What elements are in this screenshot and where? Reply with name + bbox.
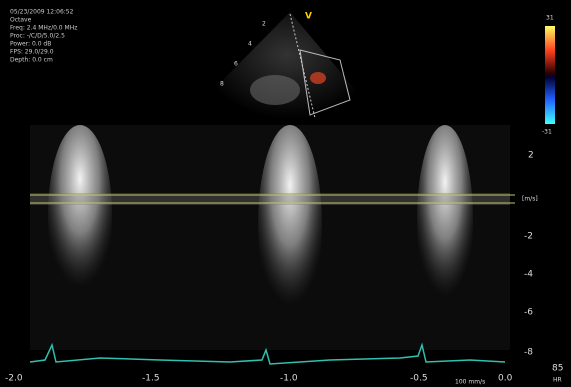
depth-mark: 2 [262,21,266,28]
velocity-label: 2 [528,151,534,161]
time-label: 0.0 [498,374,513,384]
probe-mark: V [305,12,312,22]
color-bar-max: 31 [546,15,554,22]
tissue [250,75,300,105]
depth-mark: 6 [234,61,238,68]
time-label: -1.0 [280,374,298,384]
color-flow [310,72,326,84]
flow-envelope [258,125,322,325]
heart-rate: 85 [552,364,563,374]
info-line: Depth: 0.0 cm [10,57,53,64]
time-label: -0.5 [410,374,428,384]
ultrasound-screen: 05/23/2009 12:06:52 Octave Freq: 2.4 MHz… [0,0,571,387]
info-line: Power: 0.0 dB [10,41,51,48]
time-label: -1.5 [142,374,160,384]
velocity-label: -2 [524,232,533,242]
info-line: 05/23/2009 12:06:52 [10,9,74,16]
velocity-label: -6 [524,308,533,318]
color-bar-min: -31 [542,129,552,136]
heart-rate-unit: HR [553,377,562,384]
flow-envelope [48,125,112,305]
velocity-label: -4 [524,270,533,280]
velocity-label: -8 [524,348,533,358]
sweep-speed: 100 mm/s [455,379,485,386]
info-line: Freq: 2.4 MHz/0.0 MHz [10,25,77,32]
flow-envelope [417,125,473,315]
doppler-spectrum [30,125,515,350]
depth-mark: 8 [220,81,224,88]
info-line: FPS: 29.0/29.0 [10,49,54,56]
info-line: Proc: -/C/D/5.0/2.5 [10,33,65,40]
time-label: -2.0 [5,374,23,384]
depth-mark: 4 [248,41,252,48]
velocity-unit: [m/s] [522,196,538,203]
color-scale [545,26,555,124]
info-line: Octave [10,17,32,24]
